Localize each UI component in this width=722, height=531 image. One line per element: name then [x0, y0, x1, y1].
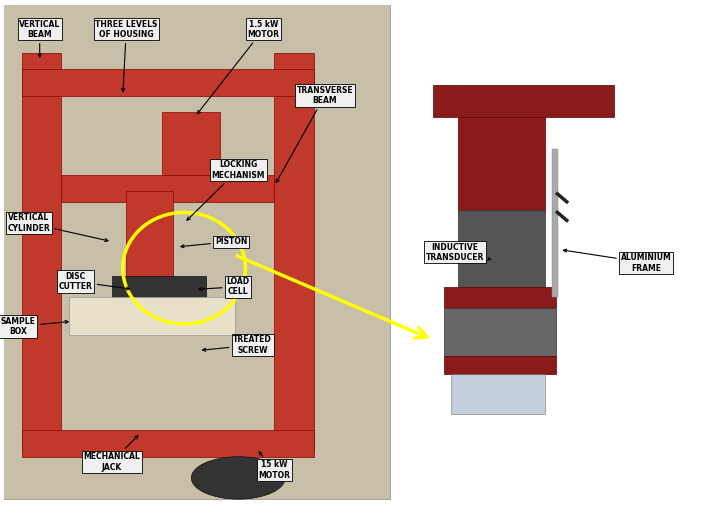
FancyBboxPatch shape — [69, 297, 235, 335]
Text: INDUCTIVE
TRANSDUCER: INDUCTIVE TRANSDUCER — [426, 243, 491, 262]
FancyBboxPatch shape — [126, 191, 173, 287]
Text: SAMPLE
BOX: SAMPLE BOX — [1, 317, 68, 336]
FancyBboxPatch shape — [22, 53, 61, 451]
FancyBboxPatch shape — [112, 276, 206, 297]
Ellipse shape — [191, 457, 285, 499]
Text: DISC
CUTTER: DISC CUTTER — [59, 272, 129, 291]
FancyBboxPatch shape — [444, 308, 556, 356]
FancyBboxPatch shape — [444, 356, 556, 374]
Text: VERTICAL
BEAM: VERTICAL BEAM — [19, 20, 61, 57]
FancyBboxPatch shape — [451, 374, 545, 414]
Text: VERTICAL
CYLINDER: VERTICAL CYLINDER — [7, 213, 108, 242]
FancyBboxPatch shape — [4, 5, 390, 499]
Text: LOCKING
MECHANISM: LOCKING MECHANISM — [187, 160, 265, 220]
FancyBboxPatch shape — [433, 85, 614, 117]
FancyBboxPatch shape — [22, 69, 314, 96]
Text: TRANSVERSE
BEAM: TRANSVERSE BEAM — [277, 86, 353, 182]
Text: MECHANICAL
JACK: MECHANICAL JACK — [84, 435, 140, 472]
FancyBboxPatch shape — [22, 430, 314, 457]
Text: 1.5 kW
MOTOR: 1.5 kW MOTOR — [197, 20, 279, 114]
FancyBboxPatch shape — [4, 5, 390, 499]
FancyBboxPatch shape — [61, 175, 274, 202]
Text: LOAD
CELL: LOAD CELL — [199, 277, 250, 296]
Text: PISTON: PISTON — [181, 237, 247, 248]
Text: TREATED
SCREW: TREATED SCREW — [203, 336, 272, 355]
Text: THREE LEVELS
OF HOUSING: THREE LEVELS OF HOUSING — [95, 20, 157, 91]
Text: ALUMINIUM
FRAME: ALUMINIUM FRAME — [564, 249, 671, 272]
FancyBboxPatch shape — [274, 53, 314, 451]
FancyBboxPatch shape — [458, 210, 545, 287]
FancyBboxPatch shape — [404, 5, 718, 499]
FancyBboxPatch shape — [552, 149, 558, 297]
FancyBboxPatch shape — [458, 117, 545, 212]
FancyBboxPatch shape — [444, 287, 556, 308]
Text: 15 kW
MOTOR: 15 kW MOTOR — [258, 452, 290, 479]
FancyBboxPatch shape — [162, 112, 220, 175]
